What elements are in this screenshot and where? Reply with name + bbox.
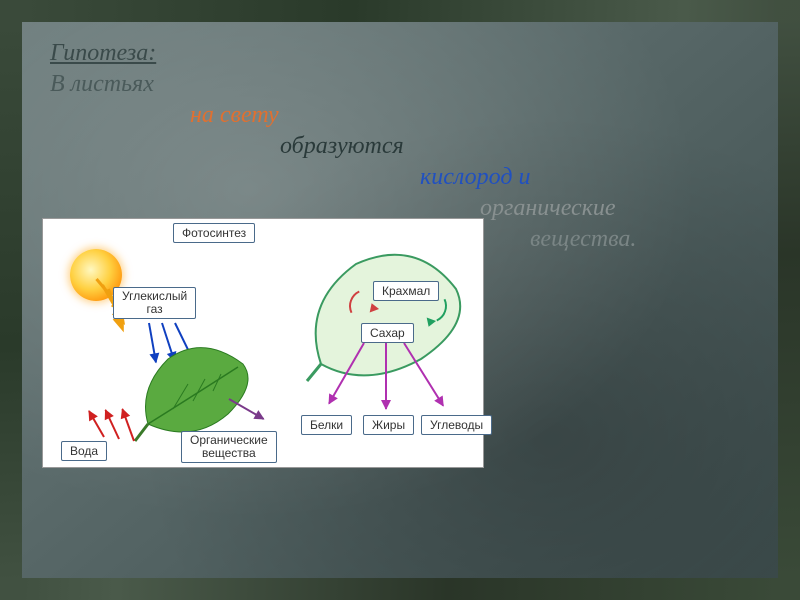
water-arrow [105,410,120,440]
line-2: В листьях [50,71,750,98]
line-3: на свету [190,102,750,129]
branch-arrow [385,343,387,409]
co2-label: Углекислый газ [113,287,196,319]
diagram-title-box: Фотосинтез [173,223,255,243]
fats-label: Жиры [363,415,414,435]
line-1: Гипотеза: [50,40,750,67]
organics-label: Органические вещества [181,431,277,463]
sugar-label: Сахар [361,323,414,343]
line-4: образуются [280,133,750,160]
line-5: кислород и [420,164,750,191]
water-label: Вода [61,441,107,461]
line-6: органические [480,195,750,222]
carbs-label: Углеводы [421,415,492,435]
line-7: вещества. [530,226,750,253]
co2-text: Углекислый газ [122,289,187,316]
proteins-label: Белки [301,415,352,435]
organics-text: Органические вещества [190,433,268,460]
photosynthesis-diagram: Фотосинтез Углекислый газ Вода Органичес… [42,218,484,468]
